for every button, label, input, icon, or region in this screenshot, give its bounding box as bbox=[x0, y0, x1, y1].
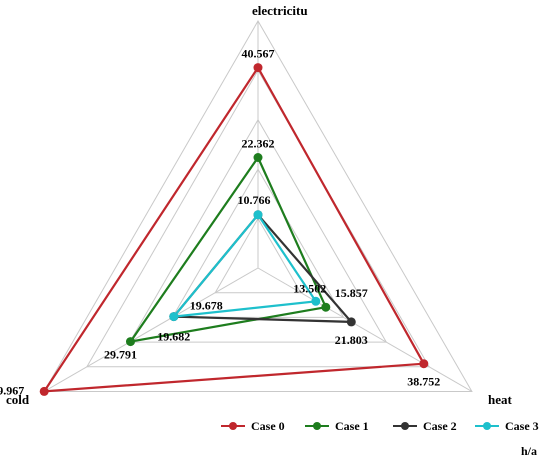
axis-label-cold: cold bbox=[6, 392, 30, 407]
series-line-0 bbox=[42, 65, 426, 393]
legend-marker bbox=[229, 422, 237, 430]
legend-marker bbox=[483, 422, 491, 430]
legend-label: Case 0 bbox=[251, 419, 285, 433]
data-point-s1-electricitu bbox=[253, 153, 263, 162]
data-point-s1-cold bbox=[126, 337, 135, 347]
data-point-s1-heat bbox=[321, 302, 331, 312]
radar-spokes bbox=[43, 21, 473, 392]
axis-label-heat: heat bbox=[488, 392, 513, 407]
data-label-s3-cold: 19.678 bbox=[190, 299, 223, 313]
data-label-s3-heat: 13.502 bbox=[293, 281, 326, 295]
data-label-s2-heat: 21.803 bbox=[335, 333, 368, 347]
data-point-s3-electricitu bbox=[253, 210, 263, 220]
data-label-s1-cold: 29.791 bbox=[104, 348, 137, 362]
data-point-s0-electricitu bbox=[253, 63, 263, 73]
data-point-s3-cold bbox=[169, 312, 179, 322]
legend-item-case-1[interactable]: Case 1 bbox=[305, 419, 369, 433]
legend-marker bbox=[401, 422, 409, 430]
grid-ring-1 bbox=[214, 217, 302, 294]
legend-marker bbox=[313, 422, 321, 430]
axis-label-electricitu: electricitu bbox=[252, 3, 308, 18]
data-label-s3-electricitu: 10.766 bbox=[238, 193, 271, 207]
data-label-s0-electricitu: 40.567 bbox=[242, 47, 275, 61]
grid-ring-5 bbox=[43, 19, 473, 392]
series-line-3 bbox=[171, 212, 318, 318]
data-point-s0-heat bbox=[419, 359, 429, 369]
series-line-1 bbox=[128, 155, 328, 344]
legend-item-case-2[interactable]: Case 2 bbox=[393, 419, 457, 433]
legend-item-case-0[interactable]: Case 0 bbox=[221, 419, 285, 433]
unit-label: h/a bbox=[521, 444, 537, 458]
data-point-s3-heat bbox=[311, 296, 321, 306]
legend-label: Case 1 bbox=[335, 419, 369, 433]
data-point-s2-heat bbox=[346, 317, 356, 327]
data-label-s1-electricitu: 22.362 bbox=[242, 137, 275, 151]
grid-ring-2 bbox=[171, 168, 345, 318]
grid-ring-3 bbox=[128, 118, 388, 343]
data-label-s0-cold: 49.967 bbox=[0, 383, 24, 397]
legend-label: Case 2 bbox=[423, 419, 457, 433]
data-point-s0-cold bbox=[39, 386, 49, 396]
data-label-s0-heat: 38.752 bbox=[407, 375, 440, 389]
axis-spoke-heat bbox=[257, 267, 473, 392]
legend-label: Case 3 bbox=[505, 419, 539, 433]
data-label-s1-heat: 15.857 bbox=[335, 286, 368, 300]
data-labels: 40.567 38.752 49.967 22.362 15.857 29.791 21.8… bbox=[0, 47, 440, 398]
axis-spoke-cold bbox=[43, 267, 259, 392]
legend-item-case-3[interactable]: Case 3 bbox=[475, 419, 539, 433]
legend: Case 0 Case 1 Case 2 Case 3 bbox=[221, 419, 539, 433]
data-label-s2-cold: 19.682 bbox=[157, 330, 190, 344]
radar-series bbox=[39, 63, 429, 396]
